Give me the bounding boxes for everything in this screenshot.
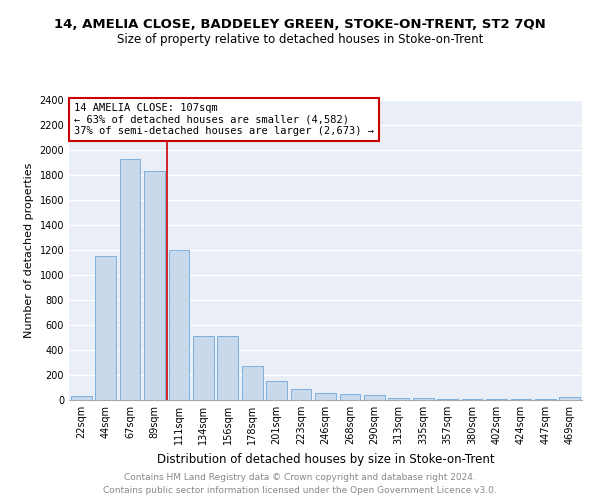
Bar <box>242 366 263 400</box>
Text: Size of property relative to detached houses in Stoke-on-Trent: Size of property relative to detached ho… <box>117 32 483 46</box>
Bar <box>119 159 140 400</box>
X-axis label: Distribution of detached houses by size in Stoke-on-Trent: Distribution of detached houses by size … <box>157 452 494 466</box>
Bar <box>71 396 92 400</box>
Bar <box>340 394 361 400</box>
Bar <box>413 398 434 400</box>
Bar <box>315 393 336 400</box>
Bar <box>290 389 311 400</box>
Bar <box>95 256 116 400</box>
Bar <box>486 399 507 400</box>
Bar <box>169 250 190 400</box>
Bar <box>193 336 214 400</box>
Bar <box>217 336 238 400</box>
Bar <box>437 399 458 400</box>
Bar <box>559 397 580 400</box>
Text: Contains HM Land Registry data © Crown copyright and database right 2024.
Contai: Contains HM Land Registry data © Crown c… <box>103 474 497 495</box>
Bar <box>266 381 287 400</box>
Bar <box>144 171 165 400</box>
Text: 14, AMELIA CLOSE, BADDELEY GREEN, STOKE-ON-TRENT, ST2 7QN: 14, AMELIA CLOSE, BADDELEY GREEN, STOKE-… <box>54 18 546 30</box>
Bar <box>388 398 409 400</box>
Bar <box>364 395 385 400</box>
Text: 14 AMELIA CLOSE: 107sqm
← 63% of detached houses are smaller (4,582)
37% of semi: 14 AMELIA CLOSE: 107sqm ← 63% of detache… <box>74 103 374 136</box>
Y-axis label: Number of detached properties: Number of detached properties <box>24 162 34 338</box>
Bar <box>461 399 482 400</box>
